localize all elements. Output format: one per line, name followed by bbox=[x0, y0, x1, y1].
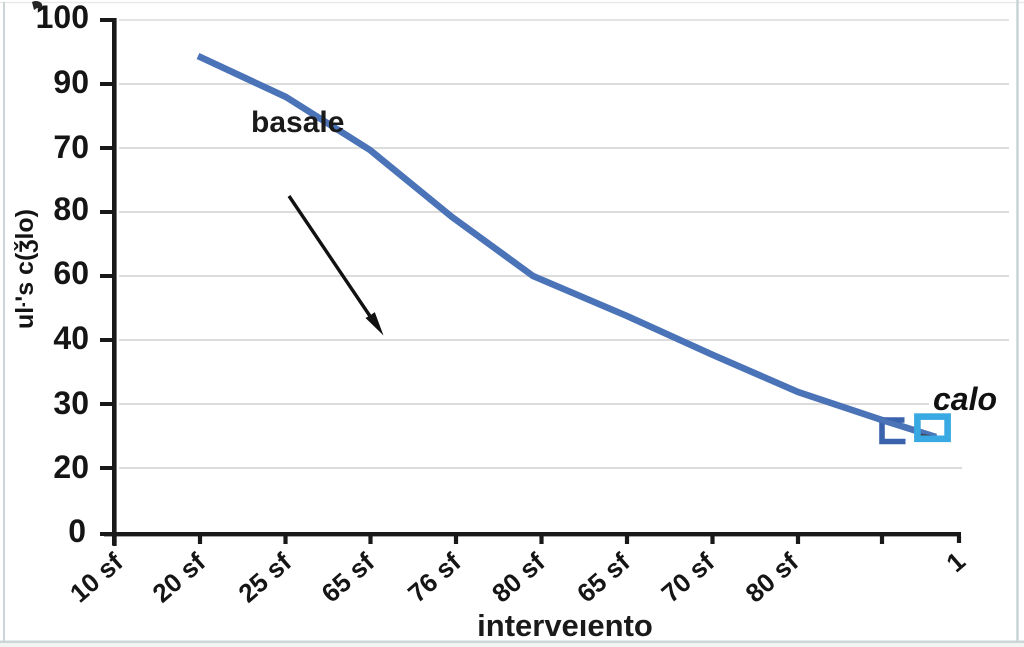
svg-text:0: 0 bbox=[68, 513, 86, 549]
svg-text:uŀ's c(ǯlo): uŀ's c(ǯlo) bbox=[11, 209, 39, 329]
svg-text:basale: basale bbox=[251, 106, 344, 139]
svg-text:interveıento: interveıento bbox=[477, 608, 653, 643]
svg-text:90: 90 bbox=[53, 64, 89, 100]
svg-text:80: 80 bbox=[53, 191, 89, 227]
svg-text:calo: calo bbox=[933, 381, 997, 417]
svg-text:60: 60 bbox=[53, 255, 89, 291]
svg-text:30: 30 bbox=[53, 385, 89, 421]
svg-text:20: 20 bbox=[53, 449, 89, 485]
svg-text:100: 100 bbox=[36, 0, 89, 35]
svg-text:40: 40 bbox=[53, 320, 89, 356]
svg-text:70: 70 bbox=[53, 129, 89, 165]
